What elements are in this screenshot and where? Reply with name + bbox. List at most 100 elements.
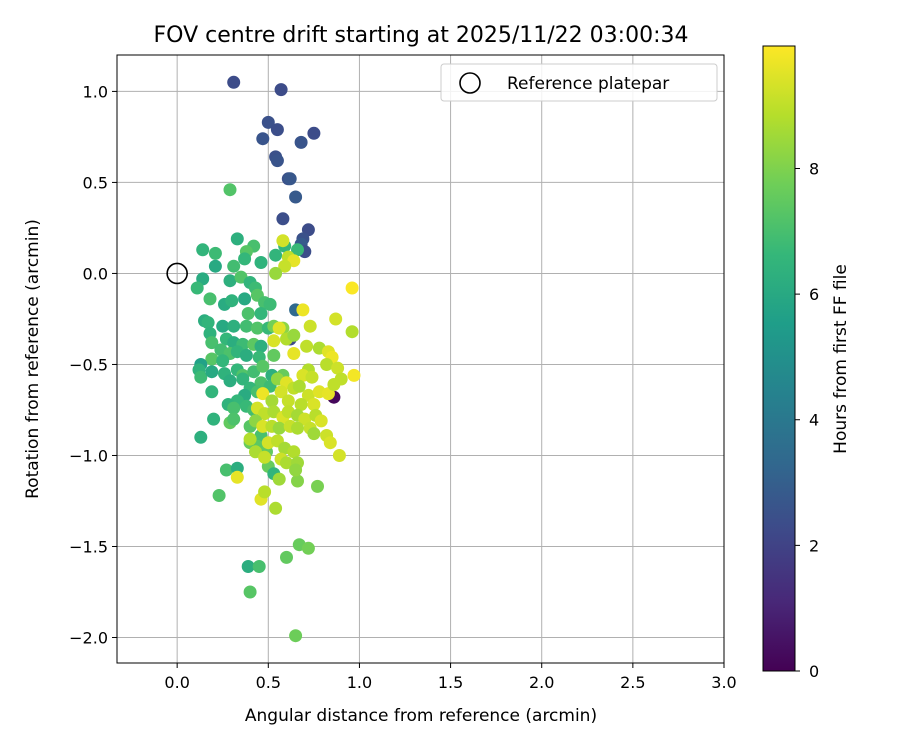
- scatter-point: [227, 75, 241, 89]
- scatter-point: [291, 474, 304, 488]
- scatter-point: [201, 316, 215, 330]
- scatter-point: [239, 319, 253, 333]
- scatter-point: [265, 394, 279, 408]
- scatter-point: [303, 319, 317, 333]
- scatter-point: [219, 463, 233, 477]
- x-tick-label: 1.0: [347, 673, 372, 692]
- scatter-point: [208, 246, 222, 260]
- scatter-point: [238, 292, 252, 306]
- scatter-point: [243, 432, 257, 446]
- scatter-point: [287, 445, 301, 459]
- scatter-point: [254, 339, 268, 353]
- scatter-point: [256, 359, 270, 373]
- scatter-point: [307, 398, 321, 411]
- scatter-point: [223, 374, 237, 388]
- scatter-point: [230, 232, 244, 246]
- scatter-point: [267, 348, 281, 362]
- chart-title: FOV centre drift starting at 2025/11/22 …: [154, 23, 689, 48]
- scatter-point: [261, 115, 275, 129]
- scatter-point: [329, 312, 343, 326]
- scatter-point: [289, 190, 303, 204]
- x-axis-label: Angular distance from reference (arcmin): [245, 706, 597, 726]
- scatter-point: [258, 450, 272, 464]
- scatter-point: [243, 585, 257, 599]
- scatter-point: [345, 325, 359, 339]
- scatter-point: [190, 281, 204, 295]
- scatter-point: [256, 132, 270, 146]
- scatter-point: [254, 307, 268, 320]
- scatter-point: [307, 427, 321, 441]
- scatter-point: [301, 541, 315, 555]
- scatter-point: [327, 378, 341, 391]
- scatter-point: [287, 328, 301, 342]
- y-tick-label: −2.0: [69, 629, 108, 648]
- scatter-point: [300, 339, 314, 353]
- scatter-point: [291, 243, 304, 257]
- scatter-point: [274, 385, 288, 399]
- scatter-point: [276, 212, 290, 226]
- scatter-point: [274, 83, 288, 97]
- scatter-point: [267, 334, 281, 348]
- scatter-point: [230, 461, 244, 475]
- scatter-point: [294, 135, 308, 149]
- y-tick-label: −1.5: [69, 537, 108, 556]
- scatter-point: [291, 421, 304, 435]
- scatter-point: [208, 259, 222, 273]
- scatter-point: [205, 365, 219, 379]
- scatter-point: [205, 336, 219, 350]
- y-tick-label: −0.5: [69, 355, 108, 374]
- legend-marker-icon: [459, 72, 481, 94]
- scatter-point: [272, 421, 286, 435]
- scatter-point: [289, 629, 303, 643]
- scatter-point: [270, 154, 284, 168]
- y-tick-label: 0.0: [83, 264, 108, 283]
- scatter-point: [196, 243, 210, 257]
- data-points: [190, 75, 361, 643]
- scatter-point: [280, 550, 293, 564]
- x-tick-label: 0.0: [164, 673, 189, 692]
- plot-frame: [116, 54, 725, 664]
- scatter-point: [205, 385, 219, 399]
- scatter-point: [254, 256, 268, 269]
- scatter-point: [256, 387, 270, 401]
- scatter-point: [269, 266, 283, 280]
- y-axis-label: Rotation from reference (arcmin): [23, 219, 43, 499]
- scatter-point: [281, 394, 295, 408]
- colorbar: 0 2 4 6 8 Hours from first FF file: [762, 45, 851, 681]
- scatter-point: [287, 347, 301, 360]
- scatter-point: [225, 294, 239, 308]
- scatter-point: [305, 370, 319, 384]
- scatter-point: [207, 412, 221, 426]
- scatter-point: [272, 472, 286, 486]
- scatter-point: [227, 319, 241, 333]
- scatter-point: [278, 259, 292, 273]
- scatter-point: [292, 379, 306, 393]
- scatter-point: [289, 463, 303, 477]
- x-tick-label: 3.0: [711, 673, 736, 692]
- x-tick-label: 2.0: [529, 673, 554, 692]
- scatter-point: [227, 401, 241, 415]
- scatter-point: [296, 303, 310, 317]
- y-tick-label: −1.0: [69, 446, 108, 465]
- y-tick-label: 0.5: [83, 173, 108, 192]
- scatter-point: [238, 252, 252, 266]
- scatter-point: [272, 321, 286, 335]
- scatter-point: [194, 430, 208, 444]
- scatter-point: [269, 248, 283, 262]
- scatter-point: [212, 489, 226, 502]
- scatter-point: [239, 348, 253, 362]
- scatter-point: [283, 172, 297, 186]
- y-axis-ticks: 1.0 0.5 0.0 −0.5 −1.0 −1.5 −2.0: [69, 82, 117, 648]
- colorbar-tick-label: 2: [809, 536, 819, 555]
- scatter-point: [256, 419, 270, 433]
- scatter-point: [252, 560, 266, 573]
- scatter-point: [230, 470, 244, 484]
- x-tick-label: 1.5: [438, 673, 463, 692]
- scatter-point: [347, 368, 361, 382]
- colorbar-gradient: [762, 45, 796, 672]
- scatter-point: [314, 414, 328, 428]
- scatter-point: [294, 398, 308, 411]
- scatter-point: [216, 354, 230, 368]
- scatter-point: [263, 297, 277, 311]
